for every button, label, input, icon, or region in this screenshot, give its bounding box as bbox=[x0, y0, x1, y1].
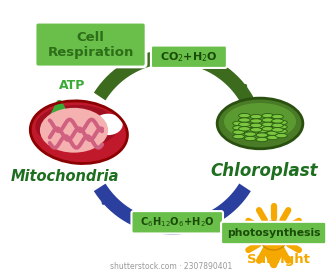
Ellipse shape bbox=[245, 136, 256, 141]
Ellipse shape bbox=[239, 127, 250, 131]
FancyBboxPatch shape bbox=[131, 211, 223, 234]
Text: shutterstock.com · 2307890401: shutterstock.com · 2307890401 bbox=[110, 262, 232, 271]
FancyBboxPatch shape bbox=[221, 222, 326, 244]
Ellipse shape bbox=[233, 126, 245, 130]
Ellipse shape bbox=[30, 101, 127, 164]
Text: CO$_2$+H$_2$O: CO$_2$+H$_2$O bbox=[160, 50, 218, 64]
Ellipse shape bbox=[245, 123, 256, 128]
Text: C$_6$H$_{12}$O$_6$+H$_2$O: C$_6$H$_{12}$O$_6$+H$_2$O bbox=[140, 215, 215, 229]
Ellipse shape bbox=[217, 98, 303, 149]
Ellipse shape bbox=[250, 123, 262, 128]
Ellipse shape bbox=[233, 130, 245, 134]
Ellipse shape bbox=[250, 115, 262, 119]
Ellipse shape bbox=[267, 127, 278, 131]
Ellipse shape bbox=[272, 115, 283, 119]
Ellipse shape bbox=[245, 128, 256, 132]
Ellipse shape bbox=[276, 134, 287, 138]
Text: Cell
Respiration: Cell Respiration bbox=[47, 31, 134, 59]
Ellipse shape bbox=[262, 118, 274, 122]
Ellipse shape bbox=[233, 134, 245, 139]
Text: Mitochondria: Mitochondria bbox=[11, 169, 120, 183]
Ellipse shape bbox=[250, 119, 262, 123]
Ellipse shape bbox=[93, 114, 123, 135]
Ellipse shape bbox=[272, 128, 283, 132]
Ellipse shape bbox=[262, 113, 274, 118]
Ellipse shape bbox=[239, 113, 250, 118]
Ellipse shape bbox=[245, 132, 256, 136]
Ellipse shape bbox=[276, 120, 287, 125]
Text: photosynthesis: photosynthesis bbox=[227, 228, 320, 238]
Circle shape bbox=[259, 221, 288, 250]
Ellipse shape bbox=[272, 123, 283, 128]
Ellipse shape bbox=[36, 105, 118, 148]
Ellipse shape bbox=[239, 122, 250, 127]
Ellipse shape bbox=[256, 137, 268, 142]
Ellipse shape bbox=[267, 135, 278, 140]
Ellipse shape bbox=[40, 108, 108, 153]
Ellipse shape bbox=[250, 128, 262, 132]
Ellipse shape bbox=[256, 129, 268, 133]
Ellipse shape bbox=[256, 133, 268, 137]
Text: Sunlight: Sunlight bbox=[247, 253, 310, 266]
Ellipse shape bbox=[224, 103, 296, 140]
Ellipse shape bbox=[276, 129, 287, 134]
Ellipse shape bbox=[272, 119, 283, 123]
Ellipse shape bbox=[256, 124, 268, 129]
Ellipse shape bbox=[276, 125, 287, 129]
Ellipse shape bbox=[239, 118, 250, 122]
FancyBboxPatch shape bbox=[35, 22, 146, 67]
Ellipse shape bbox=[262, 122, 274, 127]
Text: ATP: ATP bbox=[59, 79, 85, 92]
Ellipse shape bbox=[262, 127, 274, 131]
Text: Chloroplast: Chloroplast bbox=[210, 162, 318, 180]
Ellipse shape bbox=[267, 131, 278, 135]
Ellipse shape bbox=[267, 122, 278, 127]
Ellipse shape bbox=[233, 121, 245, 126]
FancyBboxPatch shape bbox=[151, 46, 227, 68]
